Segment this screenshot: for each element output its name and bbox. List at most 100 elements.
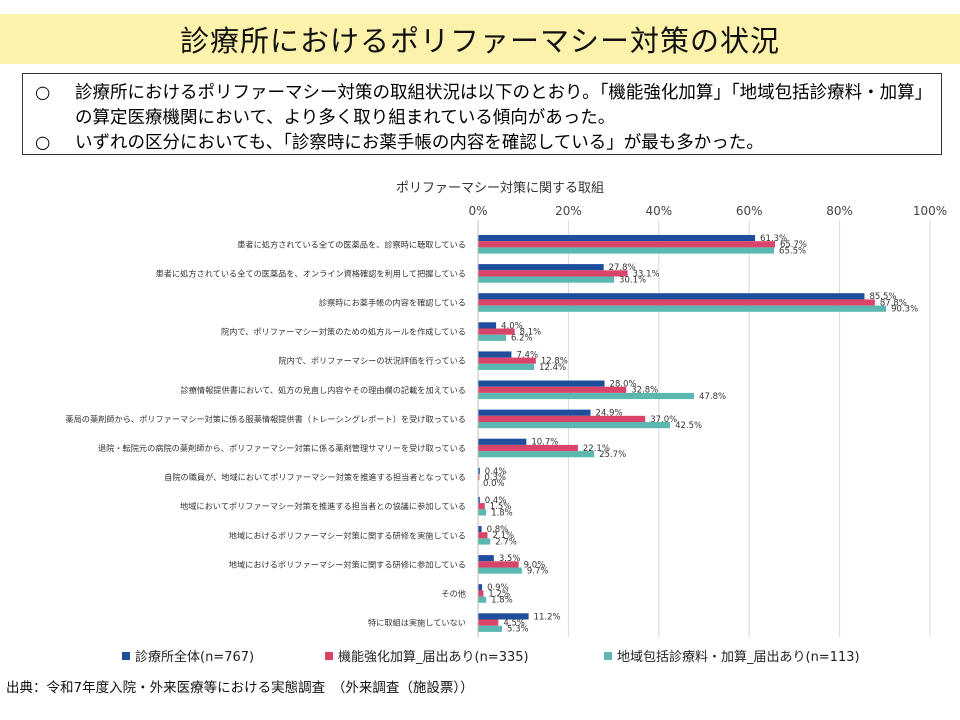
data-label: 47.8% <box>699 392 726 402</box>
title-bar: 診療所におけるポリファーマシー対策の状況 <box>0 14 960 64</box>
source-note: 出典：令和7年度入院・外来医療等における実態調査 （外来調査（施設票）） <box>6 680 474 696</box>
data-label: 0.3% <box>484 473 506 483</box>
bar <box>478 357 536 364</box>
category-label: 院内で、ポリファーマシー対策のための処方ルールを作成している <box>221 327 466 337</box>
bar <box>478 444 578 452</box>
bullet-circle: ○ <box>35 133 51 153</box>
bar <box>478 409 591 416</box>
bar <box>478 625 502 632</box>
bar <box>478 590 484 597</box>
data-label: 28.0% <box>610 380 637 390</box>
chart-area: ポリファーマシー対策に関する取組 0% 20% 40% 60% 80% 100% 患者に処方さ… <box>0 175 960 675</box>
data-label: 12.4% <box>539 363 566 373</box>
bar <box>478 503 485 510</box>
page-title: 診療所におけるポリファーマシー対策の状況 <box>179 24 780 58</box>
data-label: 1.8% <box>491 596 513 606</box>
bar <box>478 532 488 539</box>
data-label: 6.2% <box>511 334 533 344</box>
bar <box>478 380 605 387</box>
bar <box>478 305 887 312</box>
category-label: 診察時にお薬手帳の内容を確認している <box>319 298 466 308</box>
bar <box>478 474 480 481</box>
summary-text: いずれの区分においても、「診察時にお薬手帳の内容を確認している」が最も多かった。 <box>75 133 764 153</box>
category-label: 地域におけるポリファーマシー対策に関する研修に参加している <box>229 559 466 569</box>
data-label: 65.7% <box>780 240 807 250</box>
bar <box>478 386 627 393</box>
legend-swatch <box>122 652 130 660</box>
data-label: 1.8% <box>491 508 513 518</box>
data-label: 0.9% <box>487 583 509 593</box>
category-label: 院内で、ポリファーマシーの状況評価を行っている <box>278 356 466 366</box>
bar <box>478 496 480 504</box>
category-label: 診療情報提供書において、処方の見直し内容やその理由欄の記載を加えている <box>181 385 467 395</box>
legend-label: 地域包括診療料・加算_届出あり(n=113) <box>617 649 860 665</box>
bar <box>478 509 487 516</box>
bar <box>478 567 522 574</box>
summary-box: ○ 診療所におけるポリファーマシー対策の取組状況は以下のとおり。「機能強化加算」… <box>22 73 942 155</box>
data-label: 87.8% <box>880 298 907 308</box>
bar <box>478 334 507 341</box>
data-label: 5.3% <box>507 625 529 635</box>
bar <box>478 264 604 271</box>
data-label: 25.7% <box>599 450 626 460</box>
data-label: 90.3% <box>891 305 918 315</box>
bar <box>478 438 527 445</box>
legend-label: 診療所全体(n=767) <box>135 649 254 665</box>
data-label: 2.1% <box>492 531 514 541</box>
summary-item: ○ いずれの区分においても、「診察時にお薬手帳の内容を確認している」が最も多かっ… <box>35 131 931 156</box>
bar <box>478 328 515 335</box>
data-label: 8.1% <box>520 328 542 338</box>
bar <box>478 561 519 568</box>
legend-label: 機能強化加算_届出あり(n=335) <box>338 650 529 665</box>
category-label: 患者に処方されている全ての医薬品を、診察時に聴取している <box>237 239 466 249</box>
category-label: 患者に処方されている全ての医薬品を、オンライン資格確認を利用して把握している <box>156 268 466 278</box>
data-label: 0.0% <box>483 479 505 489</box>
bar <box>478 351 512 358</box>
bar <box>478 584 483 591</box>
data-label: 32.8% <box>631 386 658 396</box>
x-tick-label: 60% <box>736 204 763 218</box>
data-label: 1.2% <box>488 589 510 599</box>
data-label: 4.5% <box>503 619 525 629</box>
data-label: 30.1% <box>619 276 646 286</box>
data-label: 3.5% <box>499 554 521 564</box>
data-label: 11.2% <box>534 612 561 622</box>
category-label: その他 <box>441 589 466 599</box>
data-label: 12.8% <box>541 357 568 367</box>
bullet-circle: ○ <box>35 83 51 103</box>
legend-swatch <box>604 652 612 660</box>
chart-title: ポリファーマシー対策に関する取組 <box>396 180 604 196</box>
x-tick-label: 100% <box>913 204 947 218</box>
bar <box>478 526 482 533</box>
bar <box>478 613 529 620</box>
x-tick-label: 20% <box>555 204 582 218</box>
data-label: 61.3% <box>760 234 787 244</box>
bar <box>478 596 487 603</box>
legend-swatch <box>325 652 333 660</box>
data-label: 85.5% <box>869 292 896 302</box>
bar <box>478 241 775 248</box>
data-label: 0.8% <box>487 525 509 535</box>
category-label: 地域におけるポリファーマシー対策に関する研修を実施している <box>229 530 466 540</box>
summary-item: ○ 診療所におけるポリファーマシー対策の取組状況は以下のとおり。「機能強化加算」… <box>35 81 931 131</box>
data-label: 10.7% <box>531 438 558 448</box>
category-label: 特に取組は実施していない <box>368 618 466 628</box>
bar <box>478 392 695 400</box>
data-label: 1.5% <box>490 502 512 512</box>
data-label: 4.0% <box>501 321 523 331</box>
data-label: 37.0% <box>650 415 677 425</box>
summary-text: 診療所におけるポリファーマシー対策の取組状況は以下のとおり。「機能強化加算」「地… <box>75 83 924 128</box>
bar <box>478 299 875 306</box>
data-label: 65.5% <box>779 246 806 256</box>
data-label: 7.4% <box>516 350 538 360</box>
x-tick-label: 40% <box>645 204 672 218</box>
bar <box>478 363 535 370</box>
bar <box>478 415 646 422</box>
data-label: 27.8% <box>609 263 636 273</box>
bar <box>478 235 756 242</box>
bar <box>478 247 775 254</box>
data-label: 9.0% <box>524 560 546 570</box>
data-label: 9.7% <box>527 567 549 577</box>
data-label: 42.5% <box>675 421 702 431</box>
bar <box>478 270 628 277</box>
